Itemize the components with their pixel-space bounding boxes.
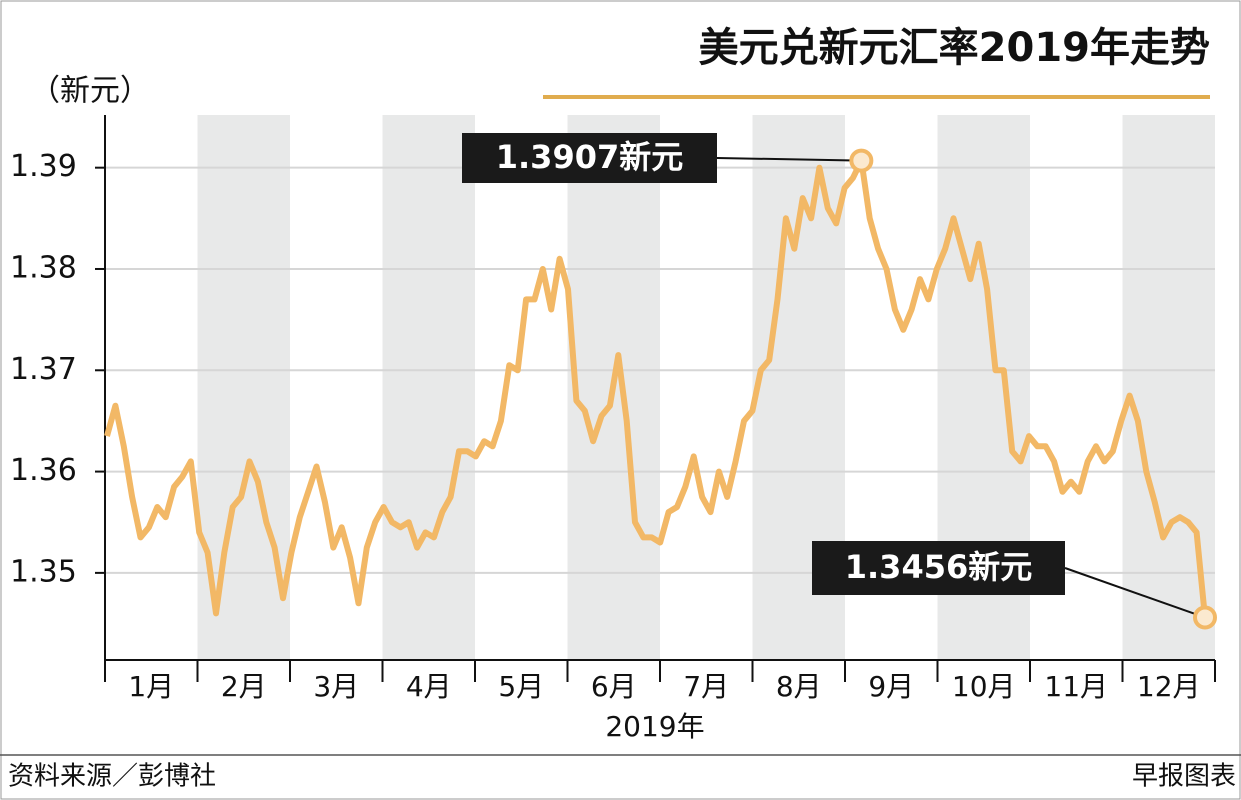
x-tick-label: 2月 [221,670,267,703]
chart-title: 美元兑新元汇率2019年走势 [699,25,1210,71]
x-tick-label: 11月 [1044,670,1108,703]
annotation-leader [716,157,862,162]
x-tick-label: 10月 [952,670,1016,703]
x-tick-label: 5月 [498,670,544,703]
annotation-label: 1.3456新元 [845,548,1033,586]
x-tick-label: 1月 [128,670,174,703]
annotation-box [462,133,717,183]
annotation-leader [1064,567,1206,619]
annotation-point [849,148,874,173]
y-tick-label: 1.37 [10,352,77,387]
annotation-label: 1.3907新元 [496,138,684,176]
x-tick-label: 9月 [868,670,914,703]
x-tick-label: 7月 [683,670,729,703]
credit: 早报图表 [1132,762,1236,792]
y-tick-label: 1.38 [10,250,77,285]
source: 资料来源／彭博社 [8,762,216,792]
x-tick-label: 12月 [1137,670,1201,703]
x-tick-label: 8月 [776,670,822,703]
x-tick-label: 4月 [406,670,452,703]
y-tick-label: 1.35 [10,554,77,589]
x-tick-label: 6月 [591,670,637,703]
y-tick-label: 1.36 [10,453,77,488]
series-line [104,157,1208,618]
x-tick-label: 3月 [313,670,359,703]
y-axis-label: （新元） [30,74,150,109]
annotation-box [812,541,1065,595]
month-band [382,115,475,660]
y-tick-label: 1.39 [10,149,77,184]
annotation-point [1193,605,1217,630]
x-axis-label: 2019年 [605,710,704,743]
